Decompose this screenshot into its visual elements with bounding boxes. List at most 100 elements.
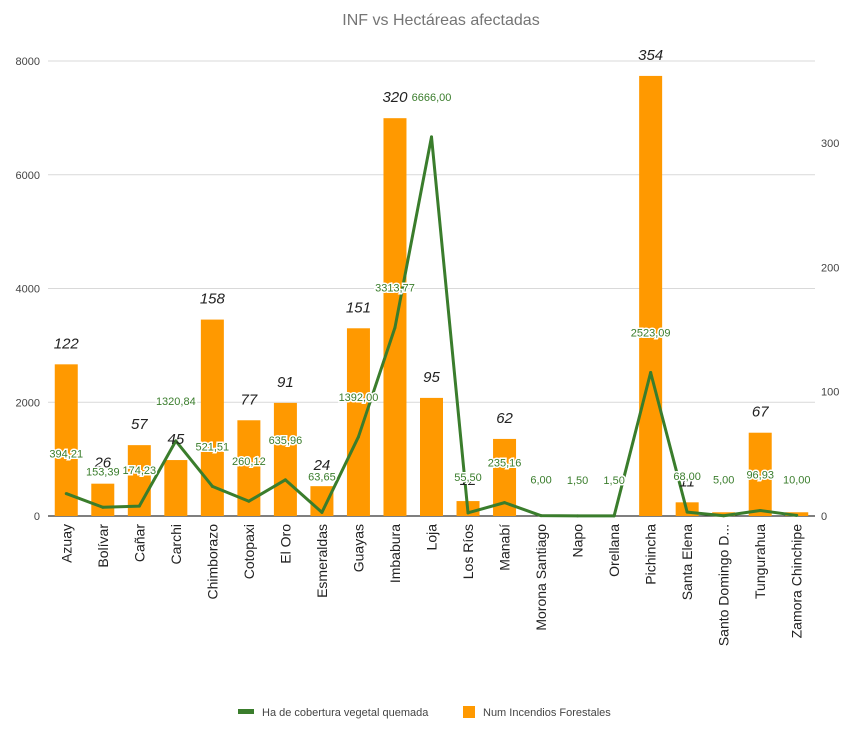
line-value-label: 235,16	[488, 458, 522, 470]
line-point	[430, 135, 433, 139]
line-value-label: 55,50	[454, 472, 482, 484]
line-point	[503, 501, 507, 505]
left-tick-label: 2000	[16, 397, 40, 409]
bar-value-label: 57	[131, 416, 148, 433]
line-point	[758, 508, 762, 512]
bar-value-label: 354	[638, 47, 663, 64]
x-tick-label: Cañar	[131, 524, 147, 562]
bar	[639, 75, 663, 516]
x-axis: Azuay Bolívar Cañar Carchi Chimborazo Cotopax…	[58, 524, 804, 647]
line-point	[393, 326, 397, 330]
right-tick-label: 300	[821, 138, 839, 150]
legend-line-label: Ha de cobertura vegetal quemada	[262, 707, 429, 719]
x-tick-label: Loja	[424, 524, 440, 551]
line-point	[64, 492, 68, 496]
line-point	[466, 511, 470, 515]
bar	[383, 118, 407, 516]
x-tick-label: Chimborazo	[204, 524, 220, 600]
left-tick-label: 4000	[16, 284, 40, 296]
bar-value-label: 24	[313, 457, 331, 474]
legend-item-line: Ha de cobertura vegetal quemada	[238, 707, 429, 719]
x-tick-label: Morona Santiago	[533, 524, 549, 631]
bar-value-label: 45	[167, 431, 184, 448]
x-tick-label: Napo	[570, 524, 586, 558]
left-tick-label: 6000	[16, 170, 40, 182]
line-value-label: 1320,84	[156, 396, 196, 408]
line-value-label: 635,96	[269, 435, 303, 447]
x-tick-label: Orellana	[606, 524, 622, 577]
line-value-label: 68,00	[673, 471, 701, 483]
line-value-label: 153,39	[86, 466, 120, 478]
left-axis: 0 2000 4000 6000 8000	[16, 56, 40, 523]
x-tick-label: Esmeraldas	[314, 524, 330, 598]
line-value-label: 1392,00	[339, 392, 379, 404]
line-value-label: 10,00	[783, 474, 811, 486]
x-tick-label: Zamora Chinchipe	[789, 524, 805, 639]
line-point	[795, 513, 799, 517]
x-tick-label: Cotopaxi	[241, 524, 257, 579]
line-series	[64, 135, 799, 518]
line-point	[612, 514, 616, 518]
bar-value-label: 67	[752, 404, 769, 421]
line-point	[137, 504, 141, 508]
line-point	[247, 499, 251, 503]
bar	[346, 328, 370, 516]
x-tick-label: Azuay	[58, 524, 74, 563]
line-value-label: 2523,09	[631, 327, 671, 339]
line-point	[356, 435, 360, 439]
bar-series	[54, 75, 809, 516]
bar-value-label: 11	[679, 473, 695, 490]
line-value-label: 6,00	[530, 475, 551, 487]
line-value-label: 1,50	[603, 475, 624, 487]
x-tick-label: Guayas	[350, 524, 366, 572]
chart-title: INF vs Hectáreas afectadas	[342, 12, 539, 29]
x-tick-label: Los Ríos	[460, 524, 476, 579]
bar-value-label: 26	[93, 455, 111, 472]
bar	[712, 512, 736, 516]
bar-labels: 122 26 57 45 158 77 91 24 151 320 95 12 62 354 11 67	[54, 47, 769, 490]
legend-bar-label: Num Incendios Forestales	[483, 707, 611, 719]
x-tick-label: Bolívar	[95, 524, 111, 568]
bar	[420, 397, 443, 516]
line-point	[539, 514, 543, 518]
bar-value-label: 95	[423, 369, 440, 386]
legend-bar-swatch	[463, 706, 475, 718]
x-tick-label: Manabí	[497, 524, 513, 571]
x-tick-label: Pichincha	[643, 524, 659, 585]
bar-value-label: 91	[277, 374, 294, 391]
line-point	[210, 484, 214, 488]
bar	[91, 483, 115, 516]
bar	[748, 432, 772, 516]
right-tick-label: 100	[821, 387, 839, 399]
x-tick-label: Carchi	[168, 524, 184, 564]
legend: Ha de cobertura vegetal quemada Num Ince…	[238, 706, 611, 719]
bar-value-label: 62	[496, 410, 513, 427]
line-point	[576, 514, 580, 518]
right-tick-label: 0	[821, 511, 827, 523]
left-tick-label: 0	[34, 511, 40, 523]
bar-value-label: 122	[54, 335, 80, 352]
bar	[200, 319, 224, 516]
bar	[164, 460, 188, 516]
bar	[273, 402, 297, 516]
x-tick-label: Imbabura	[387, 524, 403, 583]
x-tick-label: Tungurahua	[752, 524, 768, 599]
legend-item-bar: Num Incendios Forestales	[463, 706, 611, 719]
bar-value-label: 77	[241, 391, 258, 408]
x-tick-label: El Oro	[277, 524, 293, 564]
line-point	[320, 510, 324, 514]
line-point	[649, 370, 653, 374]
bar-value-label: 320	[382, 89, 408, 106]
legend-line-swatch	[238, 709, 254, 714]
line-point	[722, 514, 726, 518]
right-tick-label: 200	[821, 262, 839, 274]
x-tick-label: Santa Elena	[679, 524, 695, 600]
bar-value-label: 151	[346, 299, 371, 316]
line-point	[685, 510, 689, 514]
line-value-label: 394,21	[49, 449, 83, 461]
line-value-label: 6666,00	[412, 92, 452, 104]
line-value-label: 174,23	[122, 465, 156, 477]
